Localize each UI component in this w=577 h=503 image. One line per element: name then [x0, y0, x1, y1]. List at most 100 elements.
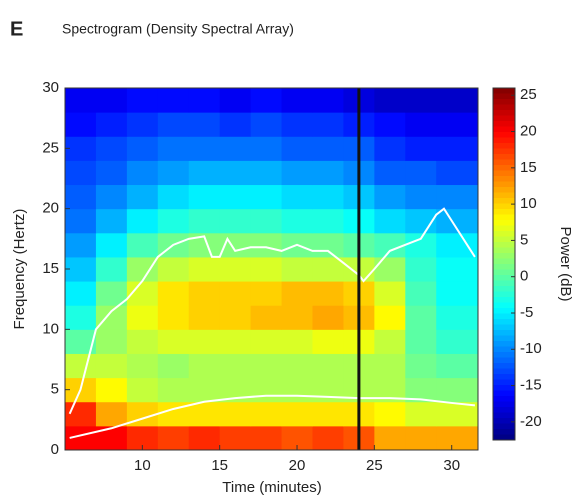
heatmap-cell [188, 305, 221, 330]
heatmap-cell [188, 208, 221, 234]
colorbar-swatch [493, 236, 515, 243]
heatmap-cell [312, 425, 344, 451]
heatmap-cell [281, 112, 313, 137]
heatmap-cell [65, 329, 97, 354]
heatmap-cell [65, 136, 97, 161]
heatmap-cell [126, 184, 159, 210]
heatmap-cell [250, 88, 283, 113]
heatmap-cell [65, 112, 97, 137]
colorbar-swatch [493, 308, 515, 314]
heatmap-cell [219, 184, 252, 210]
heatmap-cell [157, 281, 190, 306]
heatmap-cell [95, 184, 128, 210]
heatmap-cell [95, 329, 128, 354]
heatmap-cell [436, 305, 479, 330]
heatmap-cell [219, 305, 252, 330]
colorbar-swatch [493, 143, 515, 149]
heatmap-cell [126, 256, 159, 282]
heatmap-cell [65, 88, 97, 113]
heatmap-cell [65, 401, 97, 427]
heatmap-cell [312, 401, 344, 427]
heatmap-cell [374, 136, 406, 161]
heatmap-cell [126, 160, 159, 186]
colorbar-swatch [493, 330, 515, 336]
colorbar-swatch [493, 280, 515, 287]
heatmap-cell [405, 160, 437, 186]
colorbar-swatch [493, 258, 515, 265]
heatmap-cell [219, 329, 252, 354]
colorbar-tick-label: 25 [520, 86, 537, 103]
heatmap-cell [126, 232, 159, 258]
y-tick-label: 10 [42, 320, 59, 337]
heatmap-cell [374, 401, 406, 427]
heatmap-cell [95, 88, 128, 113]
heatmap-cell [281, 208, 313, 234]
heatmap-cell [374, 184, 406, 210]
colorbar-swatch [493, 148, 515, 155]
heatmap-cell [219, 112, 252, 137]
heatmap-cell [250, 184, 283, 210]
heatmap-cell [95, 232, 128, 258]
colorbar-swatch [493, 220, 515, 226]
colorbar-swatch [493, 286, 515, 292]
colorbar-swatch [493, 313, 515, 320]
colorbar-tick-label: -20 [520, 413, 542, 430]
heatmap-cell [405, 329, 437, 354]
heatmap-cell [312, 353, 344, 379]
heatmap-cell [65, 232, 97, 258]
heatmap-cell [312, 305, 344, 330]
heatmap-cell [436, 112, 479, 137]
y-tick-label: 15 [42, 260, 59, 277]
heatmap-cell [312, 160, 344, 186]
heatmap-cell [65, 208, 97, 234]
heatmap-cell [250, 232, 283, 258]
heatmap-cell [281, 160, 313, 186]
heatmap-cell [374, 305, 406, 330]
heatmap-cell [219, 208, 252, 234]
colorbar-tick-label: 5 [520, 231, 528, 248]
heatmap-cell [405, 184, 437, 210]
heatmap-cell [405, 401, 437, 427]
heatmap-cell [312, 112, 344, 137]
colorbar-swatch [493, 159, 515, 166]
colorbar-swatch [493, 115, 515, 122]
heatmap-cell [126, 377, 159, 403]
heatmap-cell [188, 88, 221, 113]
heatmap-cell [95, 256, 128, 282]
heatmap-cell [281, 377, 313, 403]
heatmap-cell [95, 377, 128, 403]
heatmap-cell [250, 305, 283, 330]
heatmap-cell [157, 256, 190, 282]
heatmap-cell [188, 136, 221, 161]
heatmap-cell [374, 329, 406, 354]
colorbar-tick-label: -5 [520, 304, 533, 321]
colorbar-swatch [493, 165, 515, 171]
heatmap-cell [157, 208, 190, 234]
panel-label: E [10, 18, 23, 40]
x-axis-label: Time (minutes) [222, 479, 321, 496]
colorbar-swatch [493, 352, 515, 358]
x-tick-label: 20 [289, 457, 306, 474]
colorbar-swatch [493, 434, 515, 441]
heatmap-cell [219, 353, 252, 379]
colorbar-swatch [493, 407, 515, 413]
heatmap-cell [281, 136, 313, 161]
colorbar-swatch [493, 203, 515, 210]
y-tick-label: 5 [51, 381, 59, 398]
heatmap-cell [250, 112, 283, 137]
heatmap-cell [312, 256, 344, 282]
colorbar-swatch [493, 253, 515, 259]
y-tick-label: 20 [42, 200, 59, 217]
line-series [69, 394, 476, 439]
heatmap-cell [188, 281, 221, 306]
heatmap-cell [157, 425, 190, 451]
heatmap-cell [157, 136, 190, 161]
colorbar-swatch [493, 231, 515, 237]
heatmap-cell [188, 112, 221, 137]
heatmap-cell [219, 160, 252, 186]
heatmap-cell [405, 281, 437, 306]
heatmap-cell [374, 256, 406, 282]
heatmap-cell [436, 184, 479, 210]
x-tick-label: 10 [134, 457, 151, 474]
